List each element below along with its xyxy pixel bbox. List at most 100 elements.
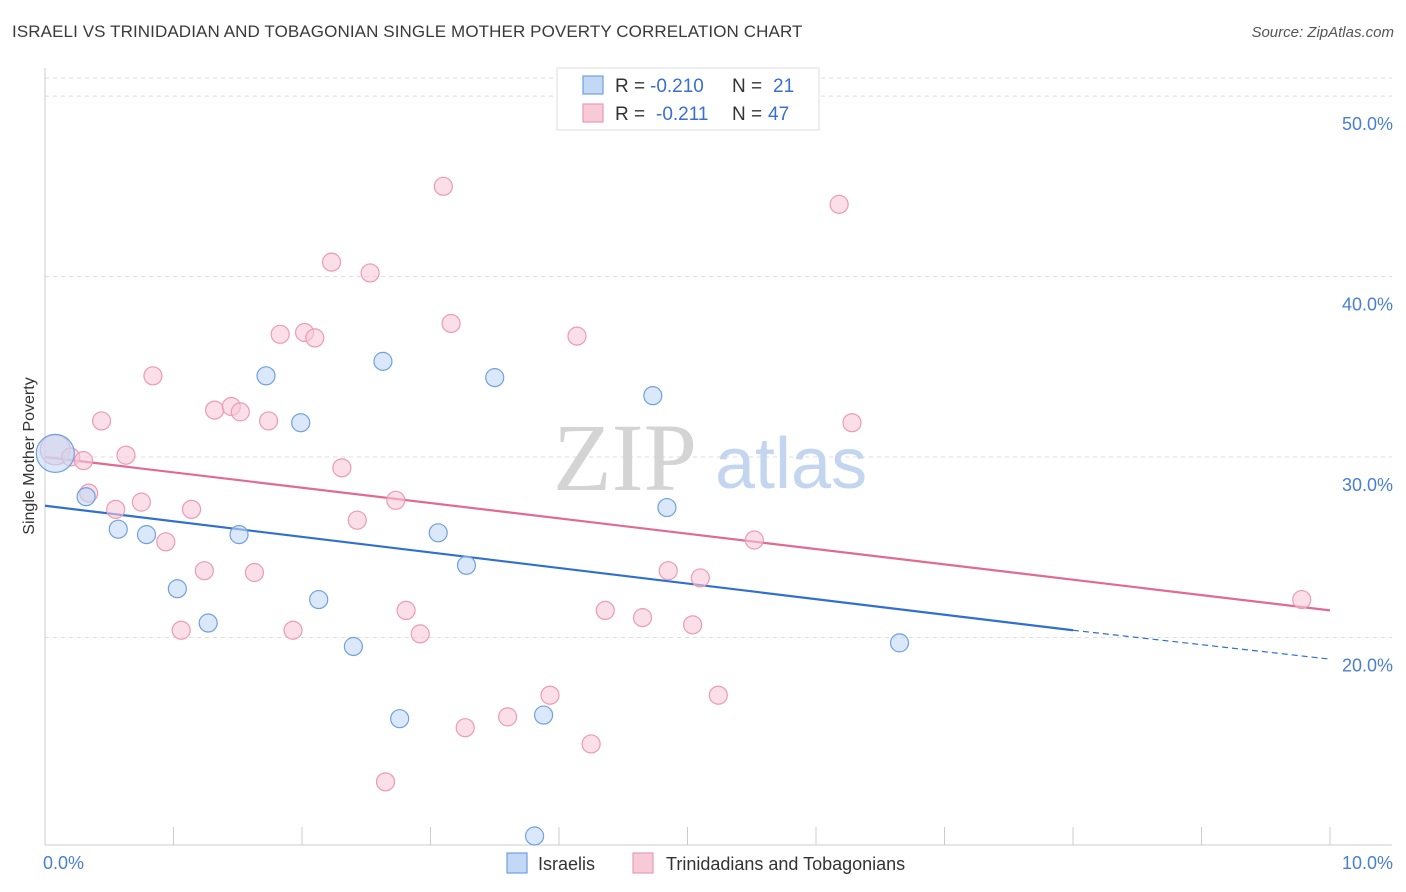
trinidadians-point — [632, 608, 653, 628]
trend-layer — [44, 455, 1331, 660]
israelis-point — [291, 413, 311, 433]
israelis-point — [428, 523, 448, 543]
x-tick-label-min: 0.0% — [43, 853, 84, 873]
legend-r-label: R = — [615, 76, 645, 97]
trinidadians-point — [441, 313, 461, 334]
israelis-point — [373, 351, 393, 371]
trinidadians-point — [396, 600, 416, 621]
trinidadians-point — [360, 263, 380, 283]
chart-title: ISRAELI VS TRINIDADIAN AND TOBAGONIAN SI… — [12, 22, 803, 41]
y-tick-label: 50.0% — [1342, 114, 1393, 134]
trinidadians-point — [143, 366, 163, 386]
trinidadians-point — [106, 499, 126, 519]
y-tick-label: 40.0% — [1342, 295, 1393, 315]
trinidadians-point — [567, 326, 587, 346]
trinidadians-point — [258, 411, 279, 431]
israelis-point — [108, 519, 128, 539]
israelis-point — [35, 433, 75, 474]
trinidadians-point — [683, 615, 703, 635]
trend-line-israelis — [44, 504, 1074, 632]
axis-layer: 20.0% 30.0% 40.0% 50.0% 0.0% 10.0% — [43, 68, 1393, 873]
trinidadians-point — [1292, 589, 1312, 610]
trinidadians-point — [305, 328, 325, 348]
trinidadians-point — [194, 561, 214, 581]
watermark-zip: ZIP — [553, 404, 697, 511]
watermark: ZIP atlas — [553, 404, 867, 511]
x-tick-label-max: 10.0% — [1342, 853, 1393, 873]
israelis-point — [229, 525, 249, 545]
legend-n-label: N = — [732, 76, 762, 97]
bottom-legend-label: Israelis — [538, 854, 595, 874]
trinidadians-point — [131, 492, 151, 512]
israelis-point — [889, 633, 910, 653]
grid-layer — [45, 77, 1392, 638]
israelis-point — [390, 709, 410, 729]
bottom-legend-label: Trinidadians and Tobagonians — [666, 854, 905, 874]
israelis-point — [76, 487, 96, 507]
israelis-point — [657, 497, 677, 518]
watermark-atlas: atlas — [715, 424, 867, 504]
israelis-point — [167, 579, 187, 599]
trinidadians-point — [205, 400, 225, 420]
trinidadians-point — [842, 413, 862, 433]
y-tick-label: 20.0% — [1342, 655, 1393, 675]
bottom-legend-swatch — [632, 852, 654, 874]
legend-r-value: -0.211 — [656, 104, 708, 125]
legend-top: R = -0.210 N = 21 R = -0.211 N = 47 — [556, 67, 820, 131]
israelis-point — [309, 589, 329, 610]
trinidadians-point — [410, 624, 430, 644]
legend-r-value: -0.210 — [650, 76, 704, 97]
trinidadians-point — [116, 445, 136, 465]
israelis-point — [524, 826, 545, 846]
trinidadians-point — [455, 718, 475, 738]
trinidadians-point — [540, 685, 560, 705]
trend-line-trinidadians — [44, 455, 1331, 612]
israelis-point — [198, 613, 218, 633]
israelis-point — [136, 525, 157, 545]
legend-n-label: N = — [732, 104, 762, 125]
trinidadians-point — [386, 490, 406, 510]
trinidadians-point — [498, 707, 518, 727]
trinidadians-point — [181, 499, 202, 519]
legend-n-value: 21 — [773, 76, 794, 97]
y-axis-label-layer: Single Mother Poverty — [21, 377, 38, 534]
israelis-point — [343, 636, 363, 657]
trinidadians-point — [321, 252, 342, 272]
y-axis-label: Single Mother Poverty — [21, 377, 38, 534]
trend-line-extension — [1072, 629, 1331, 660]
trinidadians-point — [283, 620, 303, 640]
legend-swatch — [582, 75, 604, 95]
trinidadians-point — [332, 458, 352, 478]
trinidadians-point — [171, 620, 191, 640]
trinidadians-point — [581, 734, 601, 754]
israelis-point — [456, 555, 477, 575]
trinidadians-point — [73, 451, 94, 471]
trinidadians-point — [708, 685, 728, 705]
bottom-legend-swatch — [506, 852, 528, 874]
trinidadians-point — [690, 568, 710, 588]
source-label: Source: ZipAtlas.com — [1251, 24, 1394, 41]
israelis-point — [643, 386, 663, 406]
trinidadians-point — [91, 411, 112, 431]
trinidadians-point — [375, 772, 396, 792]
trinidadians-point — [156, 532, 176, 552]
trinidadians-point — [744, 530, 764, 550]
legend-n-value: 47 — [768, 104, 789, 125]
legend-r-label: R = — [615, 104, 645, 125]
israelis-point — [256, 366, 276, 386]
trinidadians-point — [270, 324, 290, 344]
israelis-point — [485, 368, 505, 388]
legend-bottom: Israelis Trinidadians and Tobagonians — [506, 852, 905, 874]
trinidadians-point — [829, 194, 849, 214]
trinidadians-point — [433, 176, 453, 196]
israelis-point — [533, 705, 554, 725]
legend-swatch — [582, 103, 604, 123]
trinidadians-point — [595, 600, 615, 621]
trinidadians-point — [347, 510, 367, 530]
y-tick-label: 30.0% — [1342, 475, 1393, 495]
trinidadians-point — [658, 561, 678, 581]
trinidadians-point — [244, 562, 265, 583]
trinidadians-point — [230, 402, 250, 422]
points-layer — [35, 176, 1312, 846]
